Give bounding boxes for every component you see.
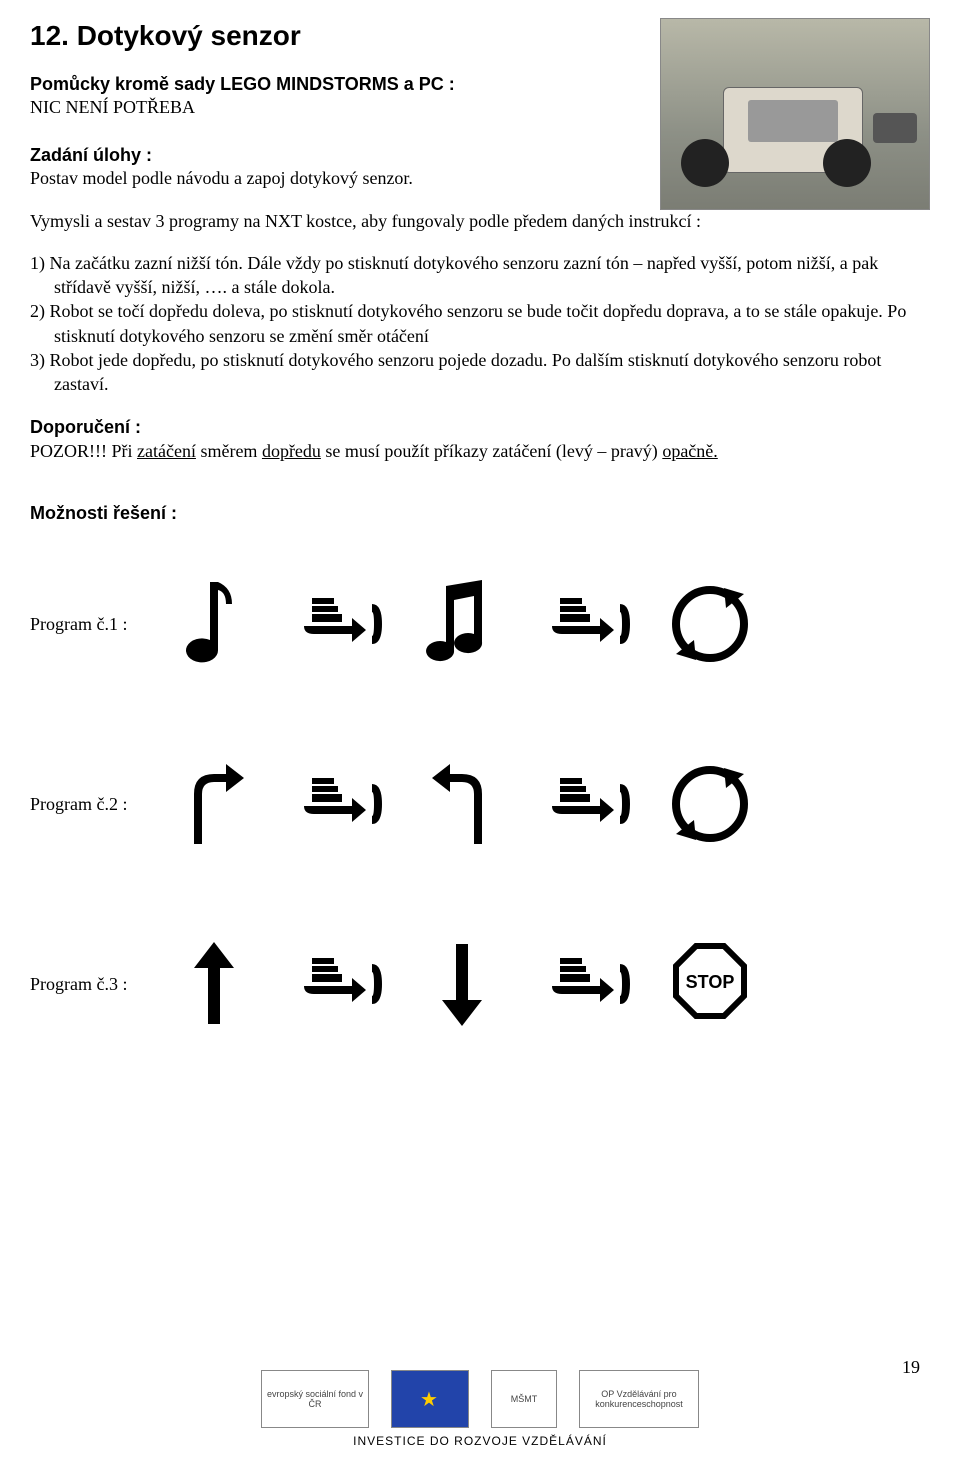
arrow-down-icon	[418, 934, 506, 1034]
loop-circle-icon	[666, 574, 754, 674]
op-logo: OP Vzdělávání pro konkurenceschopnost	[579, 1370, 699, 1428]
task-line: Postav model podle návodu a zapoj dotyko…	[30, 168, 413, 188]
tools-label: Pomůcky kromě sady LEGO MINDSTORMS a PC …	[30, 74, 455, 94]
turn-arrow-left-icon	[418, 754, 506, 854]
turn-arrow-right-icon	[170, 754, 258, 854]
recommend-u1: zatáčení	[137, 441, 196, 461]
footer-tagline: INVESTICE DO ROZVOJE VZDĚLÁVÁNÍ	[0, 1434, 960, 1448]
tools-value: NIC NENÍ POTŘEBA	[30, 97, 195, 117]
music-note-single-icon	[170, 574, 258, 674]
svg-text:STOP: STOP	[686, 972, 735, 992]
stop-octagon-icon: STOP	[666, 934, 754, 1034]
recommend-u3: opačně.	[662, 441, 717, 461]
recommend-mid: směrem	[196, 441, 262, 461]
pointing-hand-press-icon	[294, 574, 382, 674]
instruction-3: 3) Robot jede dopředu, po stisknutí doty…	[30, 348, 930, 397]
program-2-label: Program č.2 :	[30, 794, 170, 815]
loop-circle-icon	[666, 754, 754, 854]
music-note-double-icon	[418, 574, 506, 674]
robot-photo	[660, 18, 930, 210]
solutions-label: Možnosti řešení :	[30, 503, 930, 524]
invent-line: Vymysli a sestav 3 programy na NXT kostc…	[30, 209, 930, 233]
footer: evropský sociální fond v ČR ★ MŠMT OP Vz…	[0, 1370, 960, 1448]
program-row-3: Program č.3 : STOP	[30, 934, 930, 1034]
recommend-u2: dopředu	[262, 441, 321, 461]
arrow-up-icon	[170, 934, 258, 1034]
instruction-1: 1) Na začátku zazní nižší tón. Dále vždy…	[30, 251, 930, 300]
pointing-hand-press-icon	[542, 754, 630, 854]
esf-logo: evropský sociální fond v ČR	[261, 1370, 369, 1428]
pointing-hand-press-icon	[294, 934, 382, 1034]
recommend-pre: POZOR!!! Při	[30, 441, 137, 461]
instruction-2: 2) Robot se točí dopředu doleva, po stis…	[30, 299, 930, 348]
program-row-2: Program č.2 :	[30, 754, 930, 854]
msmt-logo: MŠMT	[491, 1370, 557, 1428]
pointing-hand-press-icon	[542, 934, 630, 1034]
task-label: Zadání úlohy :	[30, 145, 152, 165]
recommend-post: se musí použít příkazy zatáčení (levý – …	[321, 441, 662, 461]
program-1-label: Program č.1 :	[30, 614, 170, 635]
program-3-label: Program č.3 :	[30, 974, 170, 995]
recommend-label: Doporučení :	[30, 417, 141, 437]
program-row-1: Program č.1 :	[30, 574, 930, 674]
pointing-hand-press-icon	[294, 754, 382, 854]
recommend-text: POZOR!!! Při zatáčení směrem dopředu se …	[30, 441, 718, 461]
eu-logo: ★	[391, 1370, 469, 1428]
pointing-hand-press-icon	[542, 574, 630, 674]
